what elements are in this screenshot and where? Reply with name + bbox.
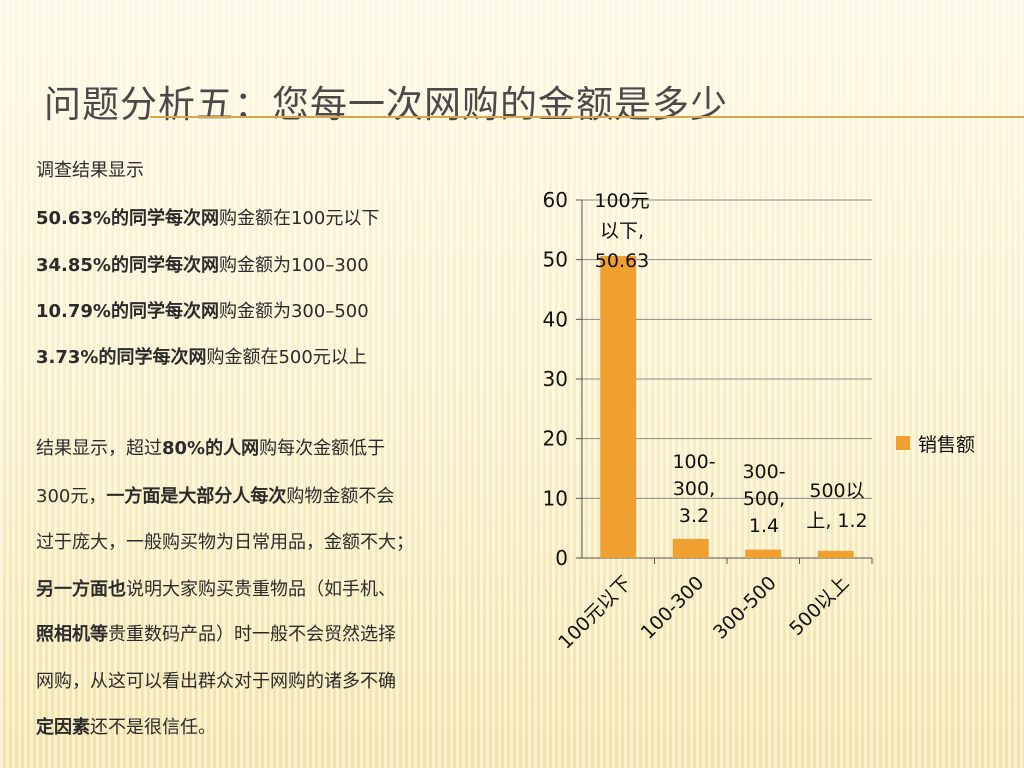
conclusion-bold: 80%的人网 [162, 438, 260, 459]
finding-bold: 50.63%的同学每次网 [36, 208, 219, 229]
conclusion-text: 贵重数码产品）时一般不会贸然选择 [108, 624, 396, 645]
y-tick-label: 30 [543, 367, 568, 391]
finding-bold: 3.73%的同学每次网 [36, 347, 207, 368]
conclusion-text: 还不是很信任。 [90, 717, 216, 738]
conclusion-bold: 另一方面也 [36, 579, 126, 600]
bar [745, 549, 782, 558]
data-label: 3.2 [679, 505, 709, 527]
x-tick-label: 100-300 [637, 572, 709, 644]
y-tick-label: 0 [555, 546, 568, 570]
conclusion-line: 另一方面也说明大家购买贵重物品（如手机、 [36, 575, 396, 601]
slide-title: 问题分析五：您每一次网购的金额是多少 [44, 83, 728, 126]
bar [817, 550, 854, 558]
data-label: 500以 [809, 480, 864, 502]
data-label: 以下, [600, 220, 644, 242]
conclusion-text: 网购，从这可以看出群众对于网购的诸多不确 [36, 671, 396, 692]
conclusion-bold: 一方面是大部分人每次 [106, 486, 287, 507]
data-label: 50.63 [595, 250, 649, 272]
title-underline [150, 116, 1024, 118]
x-tick-label: 100元以下 [554, 572, 636, 654]
bar [672, 538, 709, 558]
conclusion-text: 结果显示，超过 [36, 438, 162, 459]
conclusion-bold: 定因素 [36, 717, 90, 738]
bar [600, 255, 637, 559]
finding-rest: 购金额在500元以上 [206, 347, 367, 368]
x-tick-label: 300-500 [709, 572, 781, 644]
findings-intro: 调查结果显示 [36, 160, 144, 181]
legend-label: 销售额 [918, 434, 975, 456]
y-tick-label: 10 [543, 486, 568, 510]
finding-line: 50.63%的同学每次网购金额在100元以下 [36, 204, 379, 230]
data-label: 100- [672, 451, 715, 473]
conclusion-line: 过于庞大，一般购买物为日常用品，金额不大； [36, 528, 414, 554]
y-tick-label: 60 [543, 188, 568, 212]
y-tick-label: 40 [543, 307, 568, 331]
finding-rest: 购金额为300–500 [218, 301, 369, 322]
data-label: 1.4 [749, 515, 779, 537]
data-label: 300- [742, 461, 785, 483]
finding-rest: 购金额在100元以下 [218, 208, 380, 229]
data-label: 上, 1.2 [806, 510, 867, 532]
finding-line: 10.79%的同学每次网购金额为300–500 [36, 297, 369, 323]
finding-line: 34.85%的同学每次网购金额为100–300 [36, 251, 369, 277]
conclusion-line: 结果显示，超过80%的人网购每次金额低于 [36, 434, 385, 460]
data-label: 100元 [594, 190, 649, 212]
y-tick-label: 20 [543, 427, 568, 451]
data-label: 300, [673, 478, 715, 500]
data-label: 500, [743, 488, 785, 510]
x-tick-label: 500以上 [785, 572, 853, 640]
finding-bold: 34.85%的同学每次网 [36, 255, 219, 276]
finding-rest: 购金额为100–300 [218, 255, 369, 276]
conclusion-text: 说明大家购买贵重物品（如手机、 [126, 579, 396, 600]
finding-bold: 10.79%的同学每次网 [36, 301, 219, 322]
conclusion-text: 过于庞大，一般购买物为日常用品，金额不大； [36, 532, 414, 553]
conclusion-bold: 照相机等 [36, 624, 108, 645]
y-tick-label: 50 [543, 248, 568, 272]
legend-swatch [896, 436, 910, 450]
conclusion-line: 网购，从这可以看出群众对于网购的诸多不确 [36, 667, 396, 693]
finding-line: 3.73%的同学每次网购金额在500元以上 [36, 343, 367, 369]
conclusion-text: 购物金额不会 [286, 486, 395, 507]
conclusion-text: 300元， [36, 486, 107, 507]
conclusion-text: 购每次金额低于 [259, 438, 386, 459]
conclusion-line: 300元，一方面是大部分人每次购物金额不会 [36, 482, 394, 508]
conclusion-line: 照相机等贵重数码产品）时一般不会贸然选择 [36, 620, 396, 646]
conclusion-line: 定因素还不是很信任。 [36, 713, 216, 739]
